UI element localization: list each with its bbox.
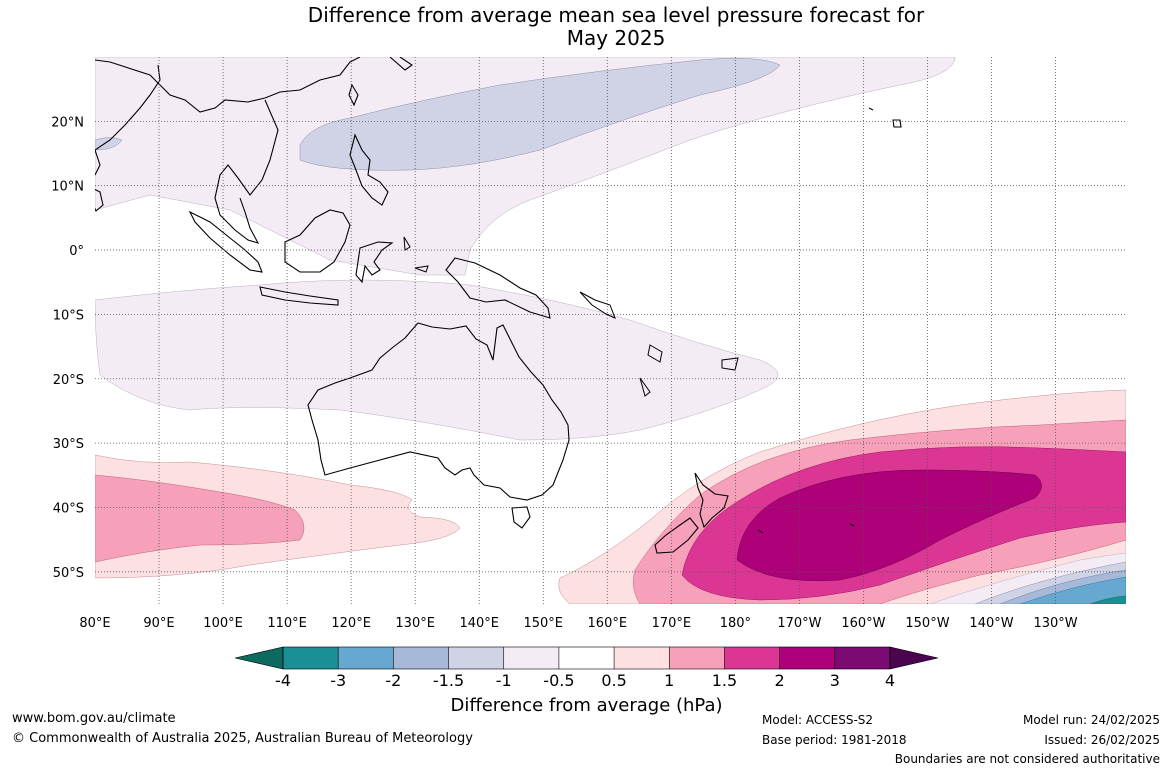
colorbar-segment xyxy=(338,647,394,669)
taiwan-outline xyxy=(348,83,359,107)
graticule xyxy=(95,57,1126,604)
pressure-anomaly-field xyxy=(95,57,1126,604)
colorbar: -4 -3 -2 -1.5 -1 -0.5 0.5 1 1.5 2 3 4 xyxy=(234,646,939,690)
footer-url[interactable]: www.bom.gov.au/climate xyxy=(12,711,176,726)
axis-tick-labels: 80°E 90°E 100°E 110°E 120°E 130°E 140°E 150°E 16… xyxy=(51,115,1078,631)
colorbar-tick-label: 1 xyxy=(664,671,674,690)
colorbar-segment xyxy=(558,647,615,669)
lon-tick-label: 80°E xyxy=(79,616,110,631)
colorbar-segment xyxy=(669,647,725,669)
contour-pos1-indian xyxy=(95,474,305,563)
hawaii-outline xyxy=(868,107,902,128)
footer-issued: Issued: 26/02/2025 xyxy=(1044,733,1160,747)
sulawesi-outline xyxy=(355,241,394,284)
colorbar-segment xyxy=(283,647,339,669)
chart-title: Difference from average mean sea level p… xyxy=(0,4,1173,50)
colorbar-tick-label: -3 xyxy=(330,671,346,690)
lon-tick-label: 110°E xyxy=(267,616,307,631)
colorbar-tick-label: 3 xyxy=(830,671,840,690)
contour-neg1-westpatch xyxy=(95,137,123,151)
contour-neg1-north xyxy=(299,58,781,171)
lon-tick-label: 180° xyxy=(720,616,751,631)
contour-pos2-pacific xyxy=(736,469,1042,582)
colorbar-tick-label: 0.5 xyxy=(601,671,626,690)
lon-tick-label: 170°E xyxy=(652,616,692,631)
sri-lanka-outline xyxy=(95,188,104,212)
colorbar-segment xyxy=(614,647,670,669)
lon-tick-label: 100°E xyxy=(203,616,243,631)
lat-tick-label: 10°S xyxy=(53,308,84,323)
lat-tick-label: 50°S xyxy=(53,566,84,581)
footer-model-run: Model run: 24/02/2025 xyxy=(1022,713,1160,727)
contour-neg3-se xyxy=(1089,595,1126,604)
lon-tick-label: 150°E xyxy=(523,616,563,631)
colorbar-tick-label: 1.5 xyxy=(712,671,737,690)
coastlines xyxy=(95,57,902,554)
australia-outline xyxy=(307,322,570,501)
new-guinea-outline xyxy=(445,257,551,319)
lon-tick-label: 130°E xyxy=(395,616,435,631)
chart-title-line1: Difference from average mean sea level p… xyxy=(307,3,925,27)
lat-tick-label: 0° xyxy=(69,244,84,259)
lon-tick-label: 160°E xyxy=(588,616,628,631)
lat-tick-label: 40°S xyxy=(53,501,84,516)
asia-mainland-outline xyxy=(95,57,361,244)
lat-tick-label: 20°N xyxy=(51,115,84,130)
contour-neg05-north xyxy=(95,57,956,276)
footer-disclaimer: Boundaries are not considered authoritat… xyxy=(894,752,1160,766)
new-zealand-north xyxy=(694,472,729,529)
colorbar-segment xyxy=(393,647,449,669)
new-zealand-south xyxy=(654,517,699,554)
lon-tick-label: 150°W xyxy=(905,616,949,631)
lon-tick-label: 160°W xyxy=(841,616,885,631)
chart-title-line2: May 2025 xyxy=(566,26,666,50)
contour-neg2-se xyxy=(1019,576,1126,604)
tasmania-outline xyxy=(511,506,531,529)
colorbar-tick-label: -4 xyxy=(275,671,291,690)
colorbar-segment xyxy=(779,647,835,669)
japan-outline xyxy=(389,57,413,71)
lat-tick-label: 10°N xyxy=(51,180,84,195)
colorbar-tick-label: 4 xyxy=(885,671,895,690)
footer-base-period: Base period: 1981-2018 xyxy=(762,733,907,747)
colorbar-tick-label: 2 xyxy=(775,671,785,690)
java-outline xyxy=(259,286,339,306)
colorbar-tick-label: -1 xyxy=(496,671,512,690)
colorbar-segment xyxy=(448,647,504,669)
lon-tick-label: 120°E xyxy=(331,616,371,631)
philippines-outline xyxy=(349,133,389,206)
colorbar-segment xyxy=(834,647,890,669)
lon-tick-label: 140°E xyxy=(459,616,499,631)
lon-tick-label: 130°W xyxy=(1033,616,1077,631)
india-outline xyxy=(95,149,101,176)
colorbar-tick-label: -1.5 xyxy=(433,671,464,690)
contour-neg05-south xyxy=(95,279,779,441)
colorbar-segment xyxy=(724,647,780,669)
lat-tick-label: 20°S xyxy=(53,373,84,388)
colorbar-tick-label: -2 xyxy=(385,671,401,690)
footer-model: Model: ACCESS-S2 xyxy=(762,713,874,727)
footer-copyright: © Commonwealth of Australia 2025, Austra… xyxy=(12,731,473,746)
lon-tick-label: 170°W xyxy=(777,616,821,631)
borneo-outline xyxy=(284,209,351,273)
colorbar-tick-label: -0.5 xyxy=(543,671,574,690)
lon-tick-label: 140°W xyxy=(969,616,1013,631)
colorbar-extend-low xyxy=(234,646,284,670)
colorbar-segment xyxy=(503,647,559,669)
lat-tick-label: 30°S xyxy=(53,437,84,452)
colorbar-extend-high xyxy=(889,646,939,670)
colorbar-title: Difference from average (hPa) xyxy=(450,695,723,716)
sumatra-outline xyxy=(188,210,263,273)
lon-tick-label: 90°E xyxy=(143,616,174,631)
